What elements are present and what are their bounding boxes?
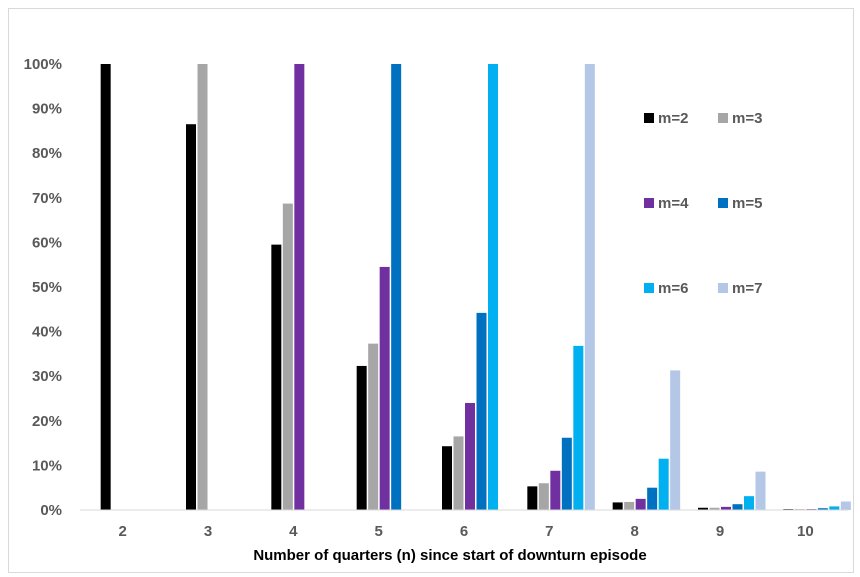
bar-m4-n8 — [635, 498, 646, 510]
bar-m3-n5 — [368, 343, 379, 510]
bar-m4-n5 — [379, 266, 390, 510]
bar-m3-n3 — [197, 64, 208, 510]
bar-m5-n5 — [391, 64, 402, 510]
bar-m2-n5 — [356, 365, 367, 510]
bar-m3-n7 — [538, 483, 549, 510]
chart-frame — [8, 8, 854, 573]
y-tick-label: 50% — [32, 279, 62, 296]
bar-m2-n4 — [271, 244, 282, 510]
x-axis: 2 3 4 5 6 7 8 9 10 — [118, 523, 813, 540]
bar-m5-n7 — [561, 437, 572, 510]
legend-swatch-m3 — [718, 113, 728, 123]
x-tick-label: 6 — [460, 523, 468, 540]
bar-m2-n7 — [527, 486, 538, 510]
y-tick-label: 90% — [32, 101, 62, 118]
legend-swatch-m2 — [644, 113, 654, 123]
bar-m5-n10 — [817, 508, 828, 510]
bar-m2-n2 — [100, 64, 111, 510]
legend-swatch-m4 — [644, 198, 654, 208]
bar-m3-n4 — [282, 203, 293, 510]
x-tick-label: 4 — [289, 523, 298, 540]
bar-m6-n10 — [829, 506, 840, 510]
y-tick-label: 40% — [32, 324, 62, 341]
x-tick-label: 2 — [118, 523, 126, 540]
bar-m3-n9 — [709, 507, 720, 510]
x-tick-label: 9 — [716, 523, 724, 540]
x-axis-title: Number of quarters (n) since start of do… — [253, 547, 646, 564]
bars — [100, 64, 851, 511]
bar-m4-n9 — [721, 506, 731, 510]
x-tick-label: 5 — [374, 523, 382, 540]
y-tick-label: 10% — [32, 457, 62, 474]
bar-m4-n7 — [550, 470, 561, 510]
y-tick-label: 60% — [32, 234, 62, 251]
bar-m7-n10 — [840, 501, 851, 510]
bar-m7-n9 — [755, 471, 766, 510]
legend-swatch-m5 — [718, 198, 728, 208]
legend-label-m4: m=4 — [658, 195, 689, 212]
y-tick-label: 100% — [24, 56, 62, 73]
y-tick-label: 80% — [32, 145, 62, 162]
legend-label-m7: m=7 — [732, 280, 762, 297]
x-tick-label: 10 — [797, 523, 814, 540]
bar-m6-n6 — [488, 64, 498, 510]
x-tick-label: 8 — [630, 523, 638, 540]
y-tick-label: 70% — [32, 190, 62, 207]
bar-m6-n9 — [744, 496, 754, 510]
legend-swatch-m6 — [644, 283, 654, 293]
legend-label-m6: m=6 — [658, 280, 688, 297]
y-axis: 0% 10% 20% 30% 40% 50% 60% 70% 80% 90% 100% — [24, 56, 62, 519]
bar-m7-n8 — [670, 370, 681, 510]
bar-m6-n7 — [573, 345, 584, 510]
legend-label-m2: m=2 — [658, 110, 688, 127]
bar-m5-n9 — [732, 504, 743, 510]
legend-label-m3: m=3 — [732, 110, 762, 127]
bar-m5-n8 — [647, 487, 658, 510]
x-tick-label: 3 — [204, 523, 212, 540]
bar-m2-n9 — [698, 507, 708, 510]
bar-m3-n6 — [453, 436, 464, 510]
bar-m2-n6 — [442, 446, 452, 510]
legend-swatch-m7 — [718, 283, 728, 293]
bar-m5-n6 — [476, 312, 487, 510]
y-tick-label: 30% — [32, 368, 62, 385]
bar-m4-n6 — [465, 402, 475, 510]
y-tick-label: 0% — [40, 502, 62, 519]
bar-m7-n7 — [584, 64, 595, 510]
bar-m4-n4 — [294, 64, 305, 510]
y-tick-label: 20% — [32, 413, 62, 430]
bar-m3-n8 — [624, 501, 635, 510]
x-tick-label: 7 — [545, 523, 553, 540]
legend: m=2 m=3 m=4 m=5 m=6 m=7 — [644, 110, 762, 297]
bar-m2-n3 — [186, 124, 196, 511]
bar-m2-n8 — [612, 502, 623, 510]
bar-m6-n8 — [658, 458, 669, 510]
legend-label-m5: m=5 — [732, 195, 762, 212]
